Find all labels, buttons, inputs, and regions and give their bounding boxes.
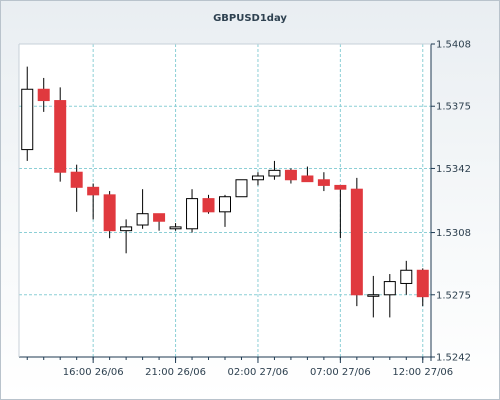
y-tick-label: 1.5242 xyxy=(436,353,471,364)
candle xyxy=(202,194,215,214)
candle xyxy=(383,274,396,318)
candle-body-up xyxy=(251,175,264,181)
candles xyxy=(21,66,429,318)
candle-body-up xyxy=(235,179,248,198)
tick-labels: 1.5408 1.5375 1.5342 1.5308 1.5275 1.5242 16:0… xyxy=(26,40,471,378)
candle-body-up xyxy=(400,269,413,284)
candle-body-down xyxy=(202,198,215,213)
candle-body-up xyxy=(268,169,281,177)
x-tick-label: 16:00 26/06 xyxy=(63,367,124,378)
x-tick-label: 07:00 27/06 xyxy=(310,367,371,378)
candle-body-up xyxy=(120,226,133,232)
candle-body-down xyxy=(153,213,166,222)
candle xyxy=(70,164,83,212)
candle-body-down xyxy=(70,171,83,188)
candle xyxy=(416,268,429,307)
candle-body-down xyxy=(103,194,116,232)
candle xyxy=(169,223,182,231)
candle-body-up xyxy=(186,198,199,230)
candle xyxy=(334,184,347,239)
candle xyxy=(301,166,314,183)
candle xyxy=(235,179,248,198)
candle-body-up xyxy=(383,281,396,296)
candle xyxy=(350,177,363,307)
y-tick-label: 1.5408 xyxy=(436,40,471,51)
candle-body-up xyxy=(169,226,182,230)
y-tick-label: 1.5275 xyxy=(436,290,471,301)
candle-body-down xyxy=(317,179,330,186)
x-tick-label: 12:00 27/06 xyxy=(392,367,453,378)
candle xyxy=(54,87,67,182)
x-tick-label: 21:00 26/06 xyxy=(145,367,206,378)
y-tick-label: 1.5375 xyxy=(436,102,471,113)
candle xyxy=(87,183,100,220)
candle-body-down xyxy=(350,188,363,296)
y-tick-label: 1.5308 xyxy=(436,228,471,239)
candle-body-down xyxy=(416,269,429,298)
candle xyxy=(153,213,166,231)
candle xyxy=(268,160,281,180)
candle xyxy=(367,275,380,318)
candle xyxy=(120,219,133,254)
chart-title: GBPUSD1day xyxy=(213,13,287,24)
candle xyxy=(103,191,116,239)
candle xyxy=(21,66,34,161)
candle xyxy=(186,189,199,233)
candle xyxy=(284,168,297,184)
candle-body-down xyxy=(87,186,100,196)
candle-body-up xyxy=(21,88,34,151)
candle xyxy=(219,194,231,227)
candle xyxy=(400,260,413,295)
candle xyxy=(136,189,149,229)
candle-body-down xyxy=(301,175,314,183)
candle-body-down xyxy=(334,184,347,190)
candle xyxy=(251,172,264,186)
candle-body-down xyxy=(37,88,50,102)
x-tick-label: 02:00 27/06 xyxy=(228,367,289,378)
y-tick-label: 1.5342 xyxy=(436,164,471,175)
candle-body-up xyxy=(136,213,149,226)
candle-body-up xyxy=(219,196,231,213)
candle xyxy=(317,172,330,192)
candle-body-up xyxy=(367,294,380,297)
candle xyxy=(37,77,50,112)
candle-body-down xyxy=(284,169,297,181)
candle-body-down xyxy=(54,100,67,173)
